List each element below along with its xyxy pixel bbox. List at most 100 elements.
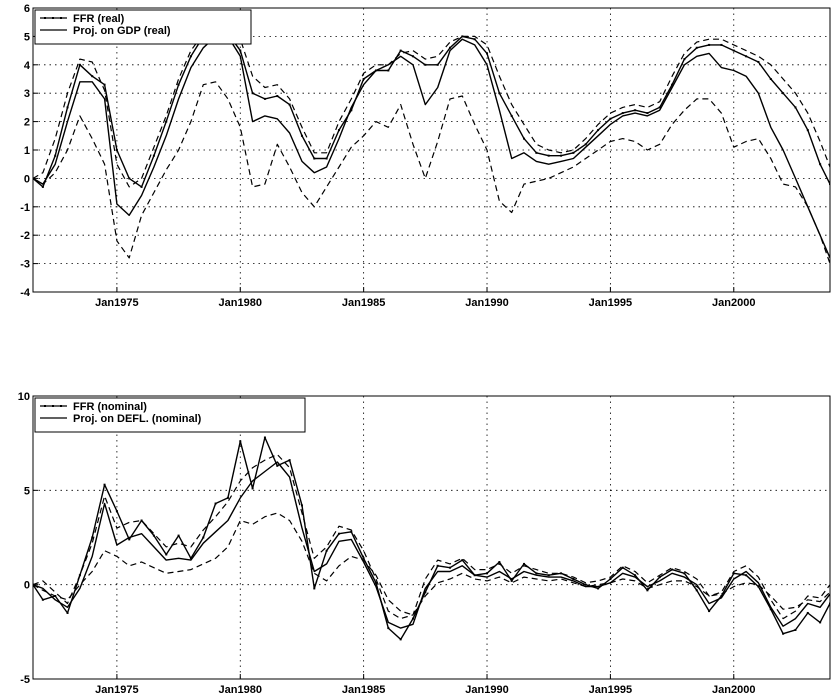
series-line-1 [33,436,830,641]
series-point [226,496,229,499]
series-point [486,52,489,55]
series-point [658,106,661,109]
series-point [819,621,822,624]
series-point [732,572,735,575]
series-point [78,63,81,66]
series-point [263,97,266,100]
legend-swatch-point [52,405,54,407]
series-point [313,587,316,590]
legend-label: Proj. on DEFL. (nominal) [73,413,202,425]
series-point [560,572,563,575]
legend-label: Proj. on GDP (real) [73,25,171,37]
series-line-1 [33,27,830,188]
y-tick-label: -1 [20,202,30,214]
series-point [757,60,760,63]
series-point [41,185,44,188]
series-point [621,112,624,115]
series-point [829,602,830,605]
series-point [449,566,452,569]
series-point [572,578,575,581]
x-tick-label: Jan1975 [95,297,138,309]
series-point [510,114,513,117]
series-point [165,120,168,123]
series-point [745,55,748,58]
series-point [806,611,809,614]
series-point [140,519,143,522]
series-point [276,95,279,98]
legend-label: FFR (nominal) [73,401,147,413]
series-point [103,83,106,86]
series-point [461,559,464,562]
legend-box [34,9,252,45]
series-point [510,579,513,582]
series-point [189,55,192,58]
y-tick-label: 10 [18,391,30,403]
series-point [695,46,698,49]
series-point [411,617,414,620]
series-point [646,589,649,592]
series-point [584,583,587,586]
series-point [300,504,303,507]
series-point [671,568,674,571]
series-point [152,154,155,157]
series-point [387,627,390,630]
series-point [671,83,674,86]
series-point [276,464,279,467]
series-line-2 [33,461,830,629]
series-point [411,55,414,58]
y-tick-label: 1 [24,145,30,157]
x-tick-label: Jan1975 [95,684,138,694]
series-point [91,536,94,539]
series-point [214,502,217,505]
series-point [757,585,760,588]
series-point [560,154,563,157]
series-point [325,157,328,160]
y-tick-label: 6 [24,3,30,15]
series-point [66,106,69,109]
x-tick-label: Jan1980 [219,297,262,309]
y-tick-label: 3 [24,88,30,100]
series-point [634,109,637,112]
series-point [572,151,575,154]
series-point [829,183,830,186]
series-point [288,103,291,106]
series-point [66,611,69,614]
y-tick-label: 5 [24,31,30,43]
series-line-3 [33,81,830,264]
series-point [41,598,44,601]
series-point [473,38,476,41]
series-point [769,608,772,611]
x-tick-label: Jan1995 [589,684,632,694]
series-point [597,129,600,132]
series-point [547,574,550,577]
legend-swatch-point [44,405,46,407]
series-point [806,129,809,132]
series-point [251,92,254,95]
plot-frame [32,395,831,680]
series-point [708,43,711,46]
series-point [128,177,131,180]
y-tick-label: 0 [24,173,30,185]
series-point [436,564,439,567]
series-point [621,566,624,569]
x-tick-label: Jan1990 [465,297,508,309]
legend-swatch-point [52,17,54,19]
y-tick-label: -5 [20,674,30,686]
legend-swatch-point [60,17,62,19]
series-point [794,628,797,631]
series-point [177,534,180,537]
x-tick-label: Jan1995 [589,297,632,309]
chart-panel-2: -5 0 5 10 Jan1975 Jan1980 Jan1985 Jan1990 Jan199… [18,391,831,694]
y-tick-label: 0 [24,580,30,592]
series-point [374,581,377,584]
series-point [362,78,365,80]
series-point [424,63,427,66]
y-tick-label: -4 [20,287,31,299]
series-point [387,69,390,72]
series-point [399,638,402,641]
y-tick-label: -3 [20,259,30,271]
series-point [337,532,340,535]
x-tick-label: Jan1980 [219,684,262,694]
series-point [325,549,328,552]
